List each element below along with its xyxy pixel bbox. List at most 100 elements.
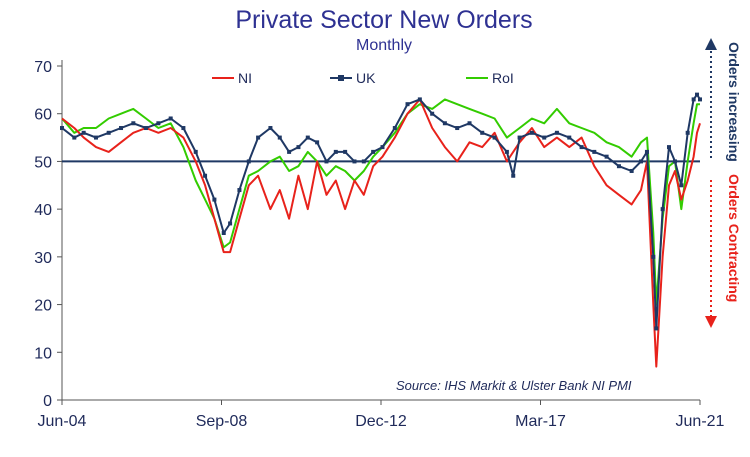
legend-label: RoI bbox=[492, 70, 514, 86]
orders-contracting-label: Orders Contracting bbox=[726, 174, 742, 302]
x-tick-label: Sep-08 bbox=[196, 413, 248, 430]
x-tick-label: Jun-04 bbox=[38, 413, 87, 430]
data-point bbox=[296, 145, 301, 150]
data-point bbox=[616, 164, 621, 169]
legend-item-roi: RoI bbox=[466, 70, 514, 86]
x-tick-label: Jun-21 bbox=[676, 413, 725, 430]
data-point bbox=[542, 135, 547, 140]
y-tick-label: 20 bbox=[34, 298, 52, 315]
data-point bbox=[119, 126, 124, 131]
y-tick-label: 40 bbox=[34, 202, 52, 219]
data-point bbox=[392, 126, 397, 131]
data-point bbox=[554, 130, 559, 135]
x-tick-label: Dec-12 bbox=[355, 413, 407, 430]
data-point bbox=[221, 231, 226, 235]
legend-marker bbox=[338, 75, 344, 81]
data-point bbox=[361, 159, 366, 164]
data-point bbox=[228, 221, 233, 226]
x-axis: Jun-04 Sep-08 Dec-12 Mar-17 Jun-21 bbox=[38, 399, 725, 430]
data-point bbox=[691, 97, 696, 102]
data-point bbox=[371, 149, 376, 154]
legend: NI UK RoI bbox=[212, 70, 514, 86]
arrow-up-icon bbox=[705, 38, 717, 50]
data-point bbox=[604, 154, 609, 159]
legend-label: UK bbox=[356, 70, 376, 86]
data-point bbox=[467, 121, 472, 126]
data-point bbox=[644, 149, 649, 154]
data-point bbox=[237, 188, 242, 193]
y-tick-label: 50 bbox=[34, 154, 52, 171]
data-point bbox=[156, 121, 161, 126]
series-roi bbox=[61, 98, 700, 306]
data-point bbox=[405, 102, 410, 107]
arrow-down-icon bbox=[705, 316, 717, 328]
data-point bbox=[315, 140, 320, 145]
data-point bbox=[455, 126, 460, 131]
series-line-ni bbox=[61, 98, 701, 368]
data-point bbox=[654, 326, 659, 331]
data-point bbox=[93, 135, 98, 140]
data-point bbox=[492, 135, 497, 140]
chart-subtitle: Monthly bbox=[356, 37, 412, 54]
data-point bbox=[666, 145, 671, 150]
y-tick-label: 10 bbox=[34, 345, 52, 362]
data-point bbox=[193, 149, 198, 154]
data-point bbox=[324, 159, 329, 164]
data-point bbox=[268, 126, 273, 131]
data-point bbox=[629, 168, 634, 173]
legend-item-ni: NI bbox=[212, 70, 252, 86]
data-point bbox=[698, 97, 702, 102]
data-point bbox=[417, 97, 422, 102]
data-point bbox=[305, 135, 310, 140]
data-point bbox=[106, 130, 111, 135]
data-point bbox=[144, 126, 149, 131]
legend-item-uk: UK bbox=[330, 70, 376, 86]
data-point bbox=[60, 126, 64, 131]
data-point bbox=[442, 121, 447, 126]
data-point bbox=[660, 207, 665, 212]
data-point bbox=[679, 183, 684, 188]
data-point bbox=[638, 159, 643, 164]
data-point bbox=[203, 173, 208, 178]
orders-increasing-label: Orders increasing bbox=[726, 42, 742, 162]
y-tick-label: 70 bbox=[34, 59, 52, 76]
y-tick-label: 0 bbox=[43, 393, 52, 410]
data-point bbox=[695, 92, 700, 97]
data-point bbox=[212, 197, 217, 202]
data-point bbox=[592, 149, 597, 154]
data-point bbox=[529, 130, 534, 135]
data-point bbox=[131, 121, 136, 126]
data-point bbox=[504, 149, 509, 154]
data-point bbox=[287, 149, 292, 154]
data-point bbox=[333, 149, 338, 154]
data-point bbox=[81, 130, 86, 135]
data-point bbox=[72, 135, 77, 140]
x-tick-label: Mar-17 bbox=[515, 413, 566, 430]
chart-title: Private Sector New Orders bbox=[235, 6, 532, 34]
data-point bbox=[277, 135, 282, 140]
data-point bbox=[685, 130, 690, 135]
series-line-roi bbox=[61, 98, 700, 306]
data-point bbox=[181, 126, 186, 131]
y-axis: 0 10 20 30 40 50 60 70 bbox=[34, 59, 63, 410]
data-point bbox=[246, 159, 251, 164]
data-point bbox=[430, 111, 435, 116]
data-point bbox=[480, 130, 485, 135]
data-point bbox=[651, 254, 656, 259]
data-point bbox=[579, 145, 584, 150]
data-point bbox=[343, 149, 348, 154]
legend-label: NI bbox=[238, 70, 252, 86]
series-ni bbox=[61, 98, 701, 368]
data-point bbox=[256, 135, 261, 140]
data-point bbox=[517, 135, 522, 140]
data-point bbox=[511, 173, 516, 178]
source-note: Source: IHS Markit & Ulster Bank NI PMI bbox=[396, 378, 632, 393]
series-layer bbox=[60, 92, 702, 368]
data-point bbox=[380, 145, 385, 150]
y-tick-label: 60 bbox=[34, 107, 52, 124]
data-point bbox=[672, 159, 677, 164]
y-tick-label: 30 bbox=[34, 250, 52, 267]
series-line-uk bbox=[61, 93, 701, 330]
series-uk bbox=[60, 92, 702, 331]
